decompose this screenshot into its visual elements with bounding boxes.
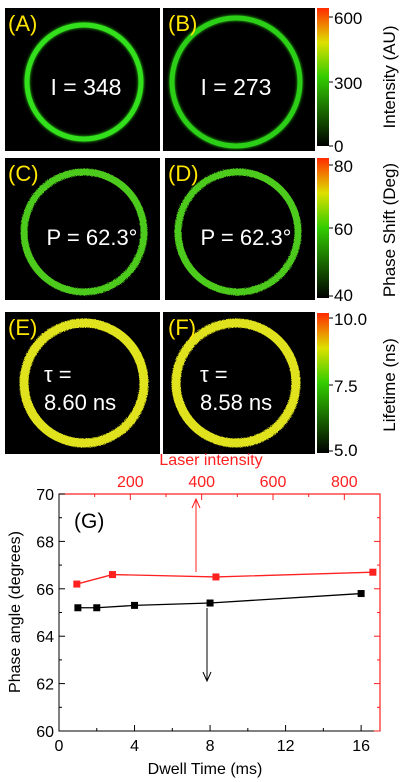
x2-tick-label: 400 [188, 474, 215, 491]
panel-a-value: I = 348 [51, 74, 122, 100]
panel-a-label: (A) [8, 11, 37, 36]
panel-b-value: I = 273 [201, 74, 272, 100]
x-tick-label: 8 [206, 738, 215, 755]
colorbar-lifetime-title: Lifetime (ns) [380, 338, 399, 432]
y-tick-label: 62 [36, 677, 54, 694]
data-point [74, 604, 82, 612]
panel-d: (D) P = 62.3° [165, 158, 315, 300]
arrow-down [202, 608, 212, 683]
plot-frame [58, 493, 381, 732]
panel-a: (A) I = 348 [5, 8, 160, 151]
panel-d-value: P = 62.3° [201, 225, 292, 250]
x-tick-label: 0 [55, 738, 64, 755]
colorbar-intensity-title: Intensity (AU) [380, 26, 399, 129]
colorbar-intensity-tick-bottom: 0 [334, 137, 343, 156]
x-tick-label: 12 [277, 738, 295, 755]
panel-f-label: (F) [168, 315, 196, 340]
panel-b-label: (B) [168, 11, 197, 36]
panel-c-label: (C) [8, 161, 39, 186]
ring-f [171, 318, 301, 448]
data-point [131, 601, 139, 609]
colorbar-phase-tick-bottom: 40 [334, 286, 353, 305]
colorbar-phase: 80 60 40 Phase Shift (Deg) [317, 157, 399, 305]
panel-b: (B) I = 273 [163, 8, 315, 151]
data-point [206, 599, 214, 607]
panel-d-label: (D) [168, 161, 199, 186]
data-point [73, 580, 81, 588]
panel-f: (F) τ = 8.58 ns [163, 312, 315, 454]
colorbar-phase-tick-top: 80 [334, 157, 353, 176]
data-point [109, 571, 116, 579]
chart-g: (G) Laser intensity Dwell Time (ms) Phas… [7, 452, 381, 778]
panel-c-value: P = 62.3° [47, 225, 138, 250]
panel-e: (E) τ = 8.60 ns [5, 312, 160, 454]
x2-tick-label: 800 [331, 474, 358, 491]
chart-panel-label: (G) [74, 510, 104, 533]
x2-tick-label: 200 [117, 474, 144, 491]
series-line-laser-intensity [76, 571, 373, 585]
panel-f-value-line2: 8.58 ns [200, 390, 272, 415]
x-axis-title: Dwell Time (ms) [148, 761, 263, 778]
colorbar-intensity-tick-top: 600 [334, 9, 362, 28]
y-tick-label: 64 [36, 629, 54, 646]
colorbar-lifetime: 10.0 7.5 5.0 Lifetime (ns) [317, 310, 399, 460]
panel-e-value-line2: 8.60 ns [44, 390, 116, 415]
arrow-up [191, 497, 201, 572]
y-tick-label: 68 [36, 534, 54, 551]
colorbar-phase-title: Phase Shift (Deg) [380, 163, 399, 297]
colorbar-intensity: 600 300 0 Intensity (AU) [317, 8, 399, 156]
data-point [369, 568, 377, 576]
colorbar-lifetime-tick-top: 10.0 [334, 310, 367, 329]
y-axis-title: Phase angle (degrees) [7, 531, 24, 693]
x-tick-label: 16 [352, 738, 370, 755]
colorbar-intensity-tick-mid: 300 [334, 74, 362, 93]
colorbar-lifetime-tick-bottom: 5.0 [334, 441, 358, 460]
series-line-dwell-time [77, 592, 362, 609]
ring-b [169, 15, 303, 149]
panel-f-value-line1: τ = [200, 362, 228, 387]
colorbar-phase-tick-mid: 60 [334, 220, 353, 239]
ring-e [19, 318, 149, 448]
colorbar-lifetime-tick-mid: 7.5 [334, 377, 358, 396]
x2-tick-label: 600 [260, 474, 287, 491]
ring-d [174, 168, 302, 296]
panel-e-value-line1: τ = [44, 362, 72, 387]
data-point [93, 604, 101, 612]
y-tick-label: 66 [36, 582, 54, 599]
ring-a [24, 22, 144, 142]
data-point [212, 573, 220, 581]
data-point [357, 590, 365, 598]
y-tick-label: 60 [36, 724, 54, 741]
panel-e-label: (E) [8, 315, 37, 340]
x-tick-label: 4 [130, 738, 139, 755]
ring-c [20, 168, 148, 296]
panel-c: (C) P = 62.3° [5, 158, 160, 300]
x2-axis-title: Laser intensity [159, 452, 262, 469]
y-tick-label: 70 [36, 487, 54, 504]
